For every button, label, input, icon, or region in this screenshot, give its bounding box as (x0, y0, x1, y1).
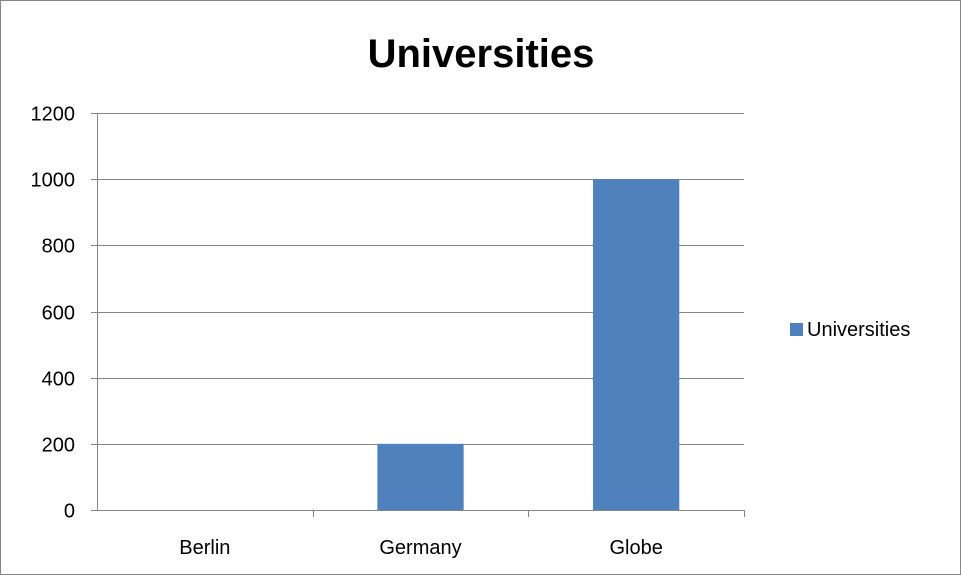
axes (91, 113, 745, 517)
bars (377, 179, 680, 510)
legend-label-universities: Universities (807, 319, 910, 341)
bar-germany (377, 443, 464, 510)
x-tick-label-berlin: Berlin (179, 537, 230, 559)
chart-title: Universities (368, 32, 595, 76)
y-tick-label-1000: 1000 (31, 170, 76, 192)
y-tick-label-800: 800 (42, 236, 75, 258)
x-tick-label-germany: Germany (379, 537, 461, 559)
legend-swatch-universities (790, 323, 803, 336)
y-tick-label-200: 200 (42, 435, 75, 457)
y-tick-label-0: 0 (64, 501, 75, 523)
bar-globe (593, 179, 680, 510)
legend: Universities (790, 319, 910, 341)
tick-labels: 0 200 400 600 800 1000 1200 Berlin Germany Globe (31, 104, 663, 560)
y-tick-label-400: 400 (42, 369, 75, 391)
y-tick-label-1200: 1200 (31, 104, 76, 126)
x-tick-label-globe: Globe (609, 537, 662, 559)
y-tick-label-600: 600 (42, 303, 75, 325)
